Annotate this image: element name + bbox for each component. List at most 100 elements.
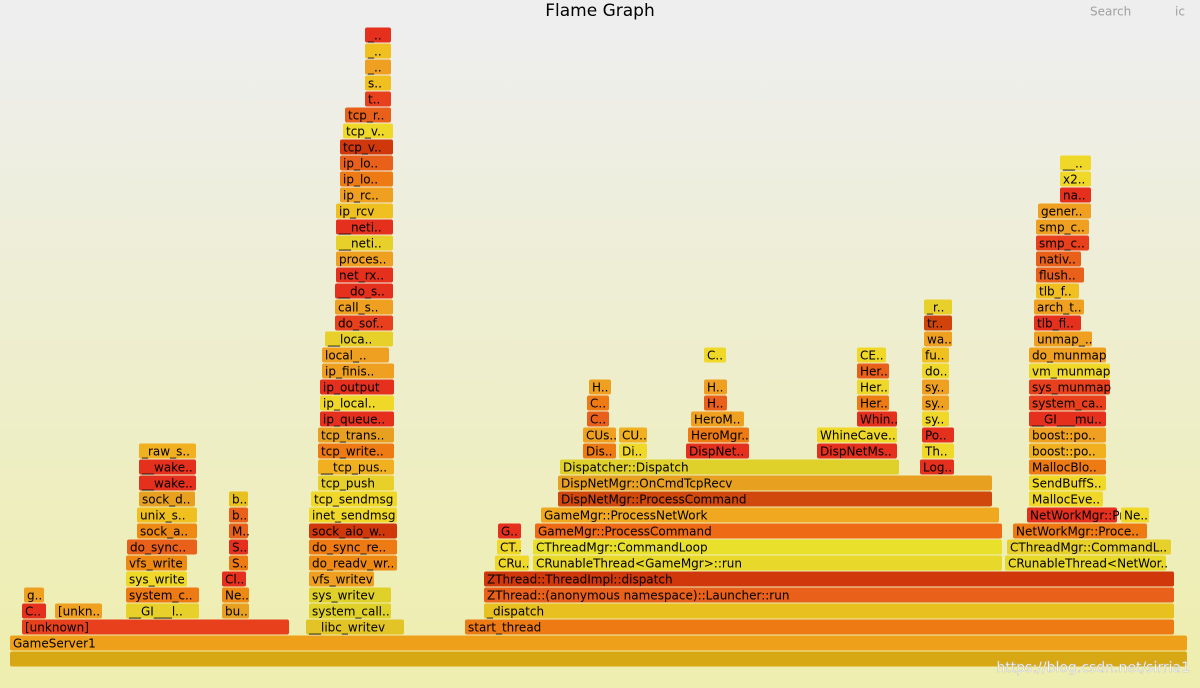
frame[interactable]: Whin..	[857, 411, 898, 427]
frame-bar[interactable]	[322, 347, 389, 363]
frame[interactable]: CRunableThread<NetWor..	[1005, 555, 1168, 571]
frame[interactable]: vfs_write	[126, 555, 187, 571]
frame-bar[interactable]	[619, 427, 647, 443]
frame[interactable]: tcp_write..	[318, 443, 394, 459]
frame-bar[interactable]	[558, 475, 992, 491]
frame-bar[interactable]	[320, 411, 394, 427]
frame[interactable]: ip_lo..	[340, 171, 393, 187]
frame[interactable]: __do_s..	[335, 283, 393, 299]
frame[interactable]: vfs_writev	[309, 571, 374, 587]
frame-bar[interactable]	[309, 603, 391, 619]
frame[interactable]: GameMgr::ProcessCommand	[535, 523, 1002, 539]
frame-bar[interactable]	[1060, 155, 1091, 171]
frame-bar[interactable]	[1029, 459, 1106, 475]
frame-bar[interactable]	[309, 555, 397, 571]
frame[interactable]: C..	[704, 347, 726, 363]
frame-bar[interactable]	[691, 411, 744, 427]
frame-bar[interactable]	[1005, 555, 1166, 571]
frame[interactable]: na..	[1060, 187, 1091, 203]
frame[interactable]: __libc_writev	[306, 619, 404, 635]
frame[interactable]: _..	[365, 43, 391, 59]
frame[interactable]: s..	[365, 75, 391, 91]
frame[interactable]: CThreadMgr::CommandL..	[1007, 539, 1171, 555]
frame[interactable]: tlb_fi..	[1034, 315, 1081, 331]
frame[interactable]: system_c..	[126, 587, 199, 603]
frame[interactable]: smp_c..	[1036, 235, 1089, 251]
frame-bar[interactable]	[704, 347, 726, 363]
frame-bar[interactable]	[365, 27, 391, 43]
frame-bar[interactable]	[340, 171, 393, 187]
frame[interactable]: ip_lo..	[340, 155, 393, 171]
frame-bar[interactable]	[318, 427, 394, 443]
frame[interactable]: inet_sendmsg	[309, 507, 397, 523]
frame[interactable]: unix_s..	[137, 507, 197, 523]
frame[interactable]: M..	[229, 523, 250, 539]
frame[interactable]: __wake..	[139, 459, 196, 475]
frame[interactable]: sock_d..	[139, 491, 195, 507]
frame-bar[interactable]	[309, 539, 397, 555]
frame[interactable]: CT..	[497, 539, 522, 555]
frame-bar[interactable]	[688, 427, 749, 443]
frame[interactable]: call_s..	[335, 299, 393, 315]
frame[interactable]: sys_writev	[309, 587, 391, 603]
frame-bar[interactable]	[922, 411, 949, 427]
frame[interactable]: CThreadMgr::CommandLoop	[533, 539, 1002, 555]
frame[interactable]: Po..	[922, 427, 954, 443]
frame[interactable]: C..	[587, 395, 609, 411]
frame[interactable]: smp_c..	[1036, 219, 1089, 235]
frame[interactable]: CRu..	[495, 555, 529, 571]
frame[interactable]: b..	[229, 507, 248, 523]
frame-bar[interactable]	[127, 539, 197, 555]
frame[interactable]: NetWorkMgr::Pr..	[1027, 507, 1131, 523]
frame-bar[interactable]	[336, 251, 393, 267]
frame[interactable]: Ne..	[222, 587, 249, 603]
frame[interactable]: __wake..	[139, 475, 196, 491]
frame-bar[interactable]	[704, 395, 727, 411]
frame[interactable]: __loca..	[325, 331, 393, 347]
frame-bar[interactable]	[139, 491, 195, 507]
frame-bar[interactable]	[704, 379, 727, 395]
frame-bar[interactable]	[924, 299, 952, 315]
frame-bar[interactable]	[1060, 187, 1091, 203]
frame[interactable]: unmap_..	[1034, 331, 1093, 347]
frame[interactable]: MallocBlo..	[1029, 459, 1106, 475]
frame[interactable]: tcp_r..	[345, 107, 391, 123]
frame-bar[interactable]	[325, 331, 393, 347]
frame[interactable]: do_readv_wr..	[309, 555, 397, 571]
frame[interactable]: DispNetMgr::ProcessCommand	[558, 491, 992, 507]
frame-bar[interactable]	[365, 43, 391, 59]
frame[interactable]: ip_local..	[320, 395, 394, 411]
frame-bar[interactable]	[1036, 267, 1084, 283]
frame-bar[interactable]	[484, 603, 1174, 619]
frame-bar[interactable]	[1029, 379, 1110, 395]
frame-bar[interactable]	[535, 523, 1002, 539]
frame-bar[interactable]	[484, 571, 1174, 587]
frame-bar[interactable]	[1029, 347, 1106, 363]
frame-bar[interactable]	[336, 267, 393, 283]
frame-bar[interactable]	[589, 379, 611, 395]
frame-bar[interactable]	[229, 555, 248, 571]
frame[interactable]: CU..	[619, 427, 647, 443]
frame-bar[interactable]	[924, 315, 952, 331]
frame-bar[interactable]	[498, 523, 521, 539]
frame[interactable]: system_ca..	[1029, 395, 1106, 411]
frame[interactable]: S..	[229, 555, 248, 571]
frame-bar[interactable]	[139, 475, 196, 491]
frame[interactable]: gener..	[1038, 203, 1091, 219]
frame-bar[interactable]	[137, 523, 197, 539]
frame-bar[interactable]	[222, 587, 249, 603]
frame-bar[interactable]	[222, 603, 249, 619]
frame-bar[interactable]	[922, 363, 949, 379]
frame[interactable]: Her..	[857, 379, 889, 395]
frame-bar[interactable]	[1007, 539, 1171, 555]
frame[interactable]: tcp_push	[318, 475, 394, 491]
frame[interactable]: C..	[22, 603, 46, 619]
frame-bar[interactable]	[587, 395, 609, 411]
frame[interactable]: __neti..	[336, 235, 393, 251]
frame-bar[interactable]	[10, 651, 1187, 667]
frame-bar[interactable]	[1060, 171, 1091, 187]
frame[interactable]: Th..	[922, 443, 954, 459]
frame-bar[interactable]	[335, 299, 393, 315]
frame-bar[interactable]	[1029, 427, 1106, 443]
frame-bar[interactable]	[857, 379, 889, 395]
